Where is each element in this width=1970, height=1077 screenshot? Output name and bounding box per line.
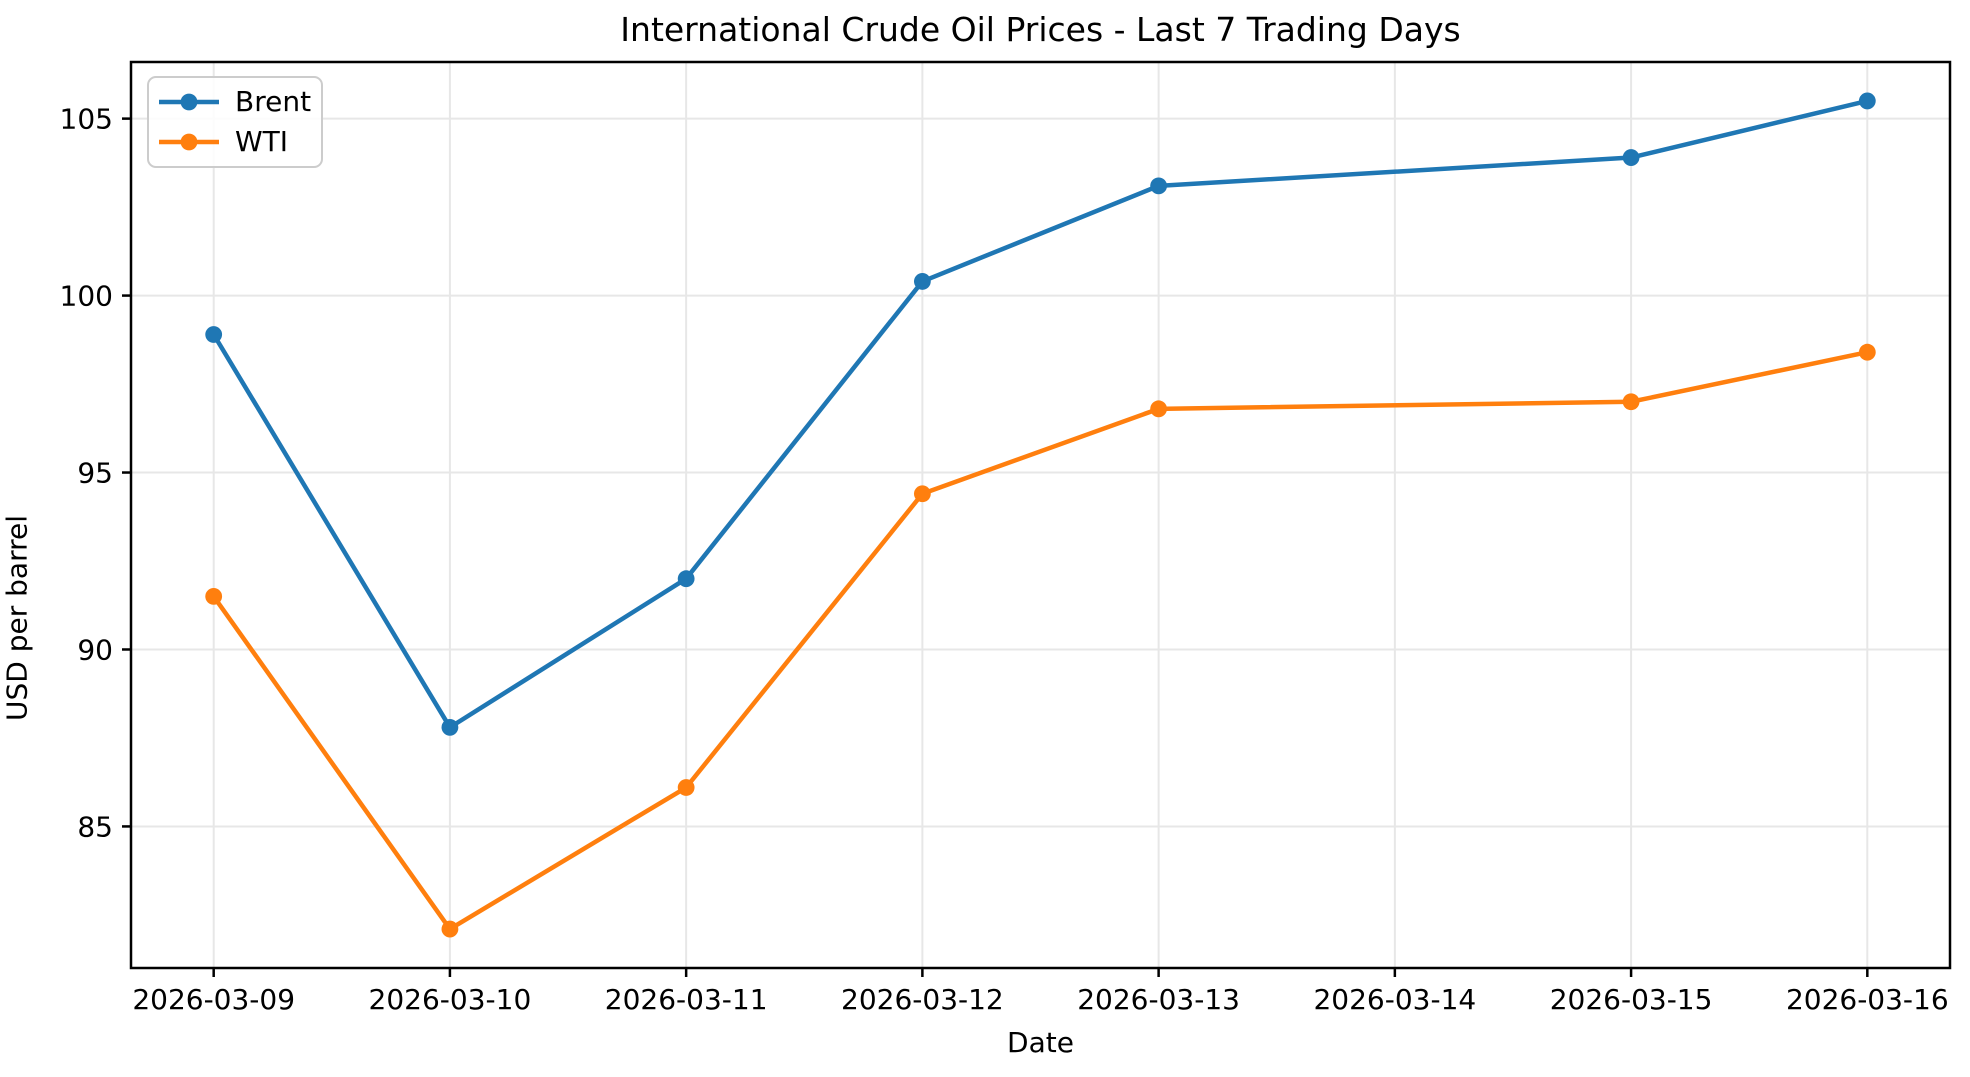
svg-text:2026-03-12: 2026-03-12 <box>841 983 1004 1016</box>
svg-text:2026-03-16: 2026-03-16 <box>1786 983 1949 1016</box>
svg-text:85: 85 <box>77 810 113 843</box>
svg-text:2026-03-09: 2026-03-09 <box>132 983 295 1016</box>
svg-text:105: 105 <box>60 103 113 136</box>
legend-label: WTI <box>235 125 289 158</box>
svg-text:95: 95 <box>77 457 113 490</box>
svg-text:90: 90 <box>77 633 113 666</box>
chart-title: International Crude Oil Prices - Last 7 … <box>620 10 1461 49</box>
svg-text:2026-03-11: 2026-03-11 <box>605 983 768 1016</box>
legend: Brent WTI <box>147 76 323 168</box>
svg-text:2026-03-15: 2026-03-15 <box>1550 983 1713 1016</box>
svg-text:2026-03-10: 2026-03-10 <box>369 983 532 1016</box>
legend-line-marker-icon <box>159 133 219 151</box>
svg-text:100: 100 <box>60 280 113 313</box>
y-axis-label-text: USD per barrel <box>0 515 33 721</box>
svg-text:2026-03-13: 2026-03-13 <box>1077 983 1240 1016</box>
svg-text:2026-03-14: 2026-03-14 <box>1313 983 1476 1016</box>
legend-entry-wti: WTI <box>149 123 321 161</box>
legend-entry-brent: Brent <box>149 83 321 121</box>
legend-label: Brent <box>235 85 312 118</box>
x-axis-label: Date <box>1007 1026 1074 1059</box>
legend-line-marker-icon <box>159 93 219 111</box>
